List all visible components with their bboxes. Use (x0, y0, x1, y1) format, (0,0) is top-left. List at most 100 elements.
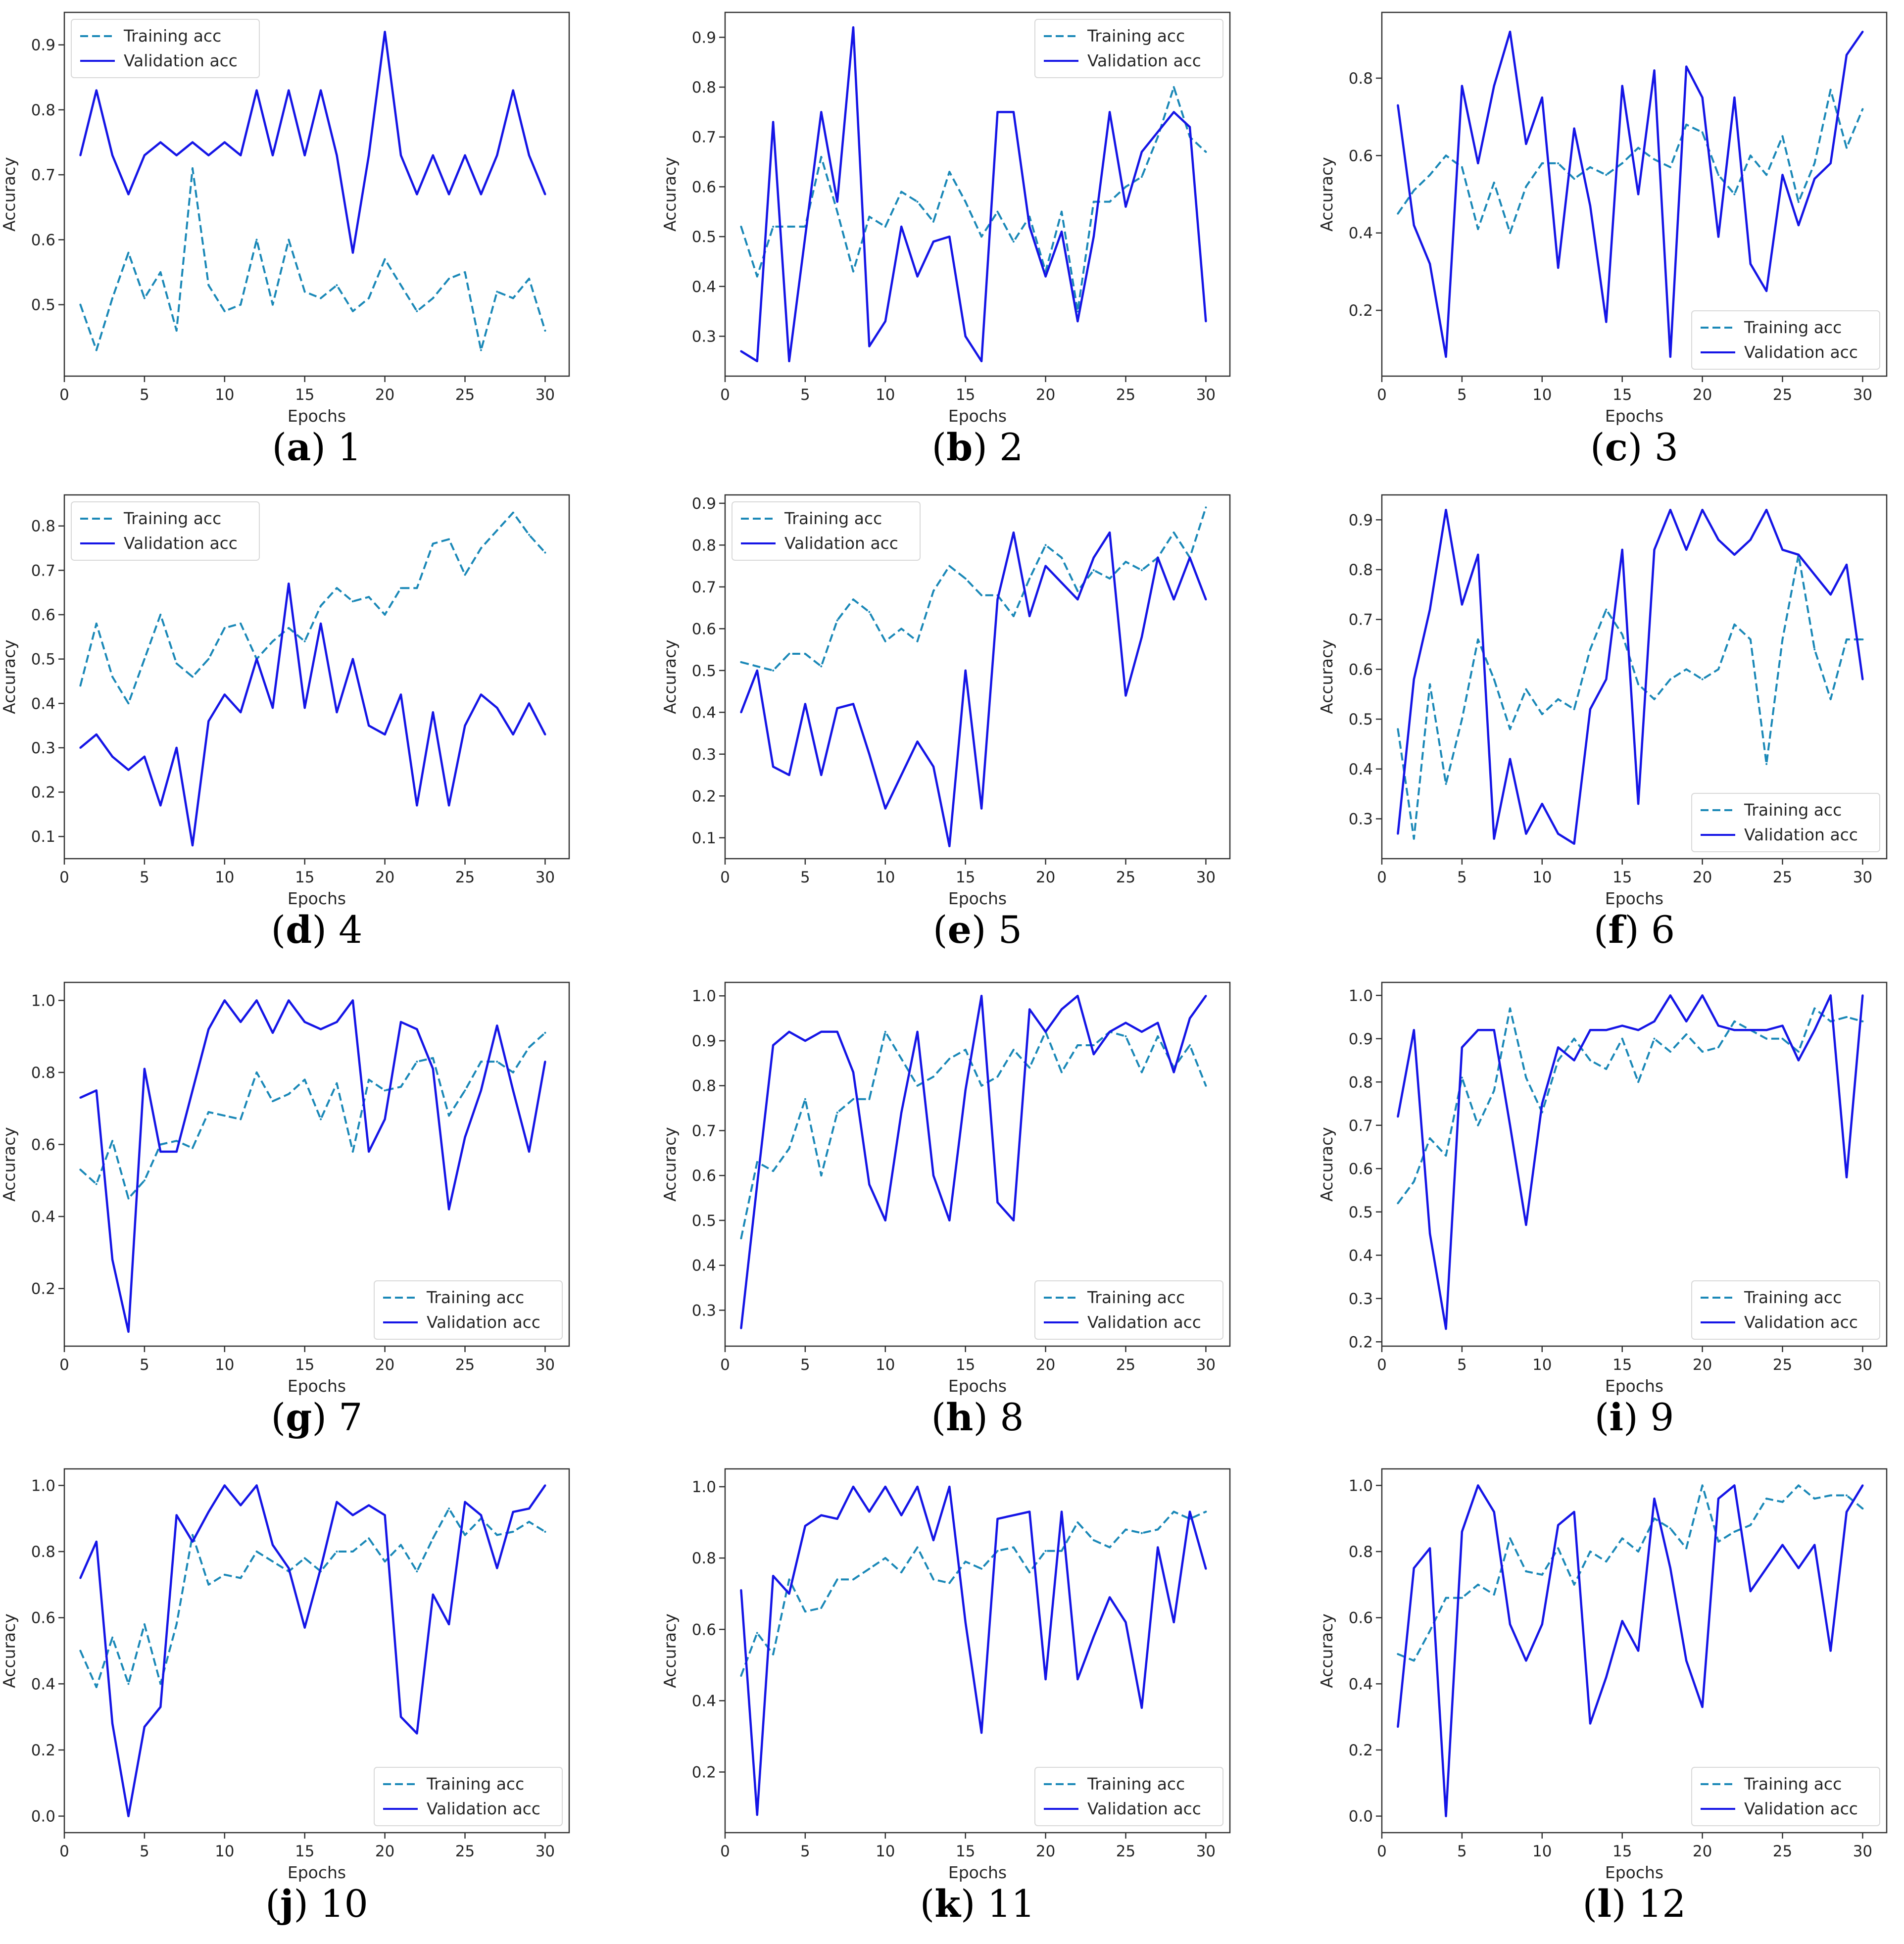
validation-acc-point (740, 711, 742, 714)
validation-acc-point (255, 1484, 258, 1487)
validation-acc-line (1397, 508, 1864, 845)
x-axis-title: Epochs (948, 889, 1007, 908)
validation-acc-point (820, 111, 823, 113)
validation-acc-point (223, 999, 226, 1002)
validation-acc-point (1493, 837, 1495, 840)
x-tick-label: 0 (1377, 869, 1387, 886)
y-tick-label: 0.6 (31, 1609, 55, 1627)
training-acc-point (852, 270, 855, 273)
legend-box (732, 501, 921, 561)
validation-acc-point (1092, 1635, 1095, 1638)
y-tick-label: 0.6 (1349, 1609, 1373, 1627)
training-acc-point (900, 1571, 903, 1573)
y-tick-label: 0.6 (692, 1621, 716, 1639)
legend-label-training: Training acc (1744, 318, 1842, 337)
validation-acc-point (111, 755, 114, 758)
validation-acc-point (916, 1486, 919, 1488)
legend-label-validation: Validation acc (1744, 342, 1858, 362)
x-tick-label: 10 (215, 1843, 234, 1860)
validation-acc-point (756, 1813, 758, 1816)
training-acc-point (1621, 162, 1623, 164)
training-acc-point (351, 600, 354, 603)
validation-acc-point (1557, 1046, 1560, 1049)
y-tick-label: 0.8 (692, 79, 716, 97)
y-tick-label: 0.2 (31, 1280, 55, 1298)
caption-open-paren: ( (271, 1395, 286, 1439)
x-tick-label: 10 (215, 1356, 234, 1374)
x-tick-label: 0 (1377, 1843, 1387, 1860)
validation-acc-point (192, 844, 194, 847)
x-tick-label: 10 (1532, 1356, 1552, 1374)
validation-acc-point (1397, 104, 1399, 106)
training-acc-point (820, 1174, 823, 1177)
y-tick-label: 0.6 (31, 231, 55, 249)
chart-panel-j: 0.0 0.2 0.4 0.6 0.8 1.0 0 5 10 15 20 25 30 Epochs Accu… (0, 1468, 570, 1926)
training-acc-point (1557, 1547, 1560, 1550)
validation-acc-point (1829, 593, 1832, 596)
caption-open-paren: ( (1595, 1395, 1610, 1439)
caption-letter: e (948, 908, 972, 952)
legend: Training acc Validation acc (732, 501, 921, 561)
training-acc-point (804, 1098, 806, 1100)
panel-caption: (g) 7 (271, 1395, 363, 1439)
training-acc-point (464, 1089, 466, 1092)
validation-acc-point (900, 1514, 903, 1516)
validation-acc-point (400, 154, 402, 156)
training-acc-point (1445, 782, 1447, 785)
validation-acc-point (271, 1544, 274, 1546)
training-acc-point (448, 538, 450, 540)
validation-acc-point (143, 755, 146, 758)
training-acc-line (79, 167, 546, 351)
training-acc-point (964, 200, 967, 203)
training-acc-point (1124, 1035, 1127, 1037)
validation-acc-point (351, 999, 354, 1002)
validation-acc-point (1653, 1498, 1656, 1500)
training-acc-point (1605, 1068, 1608, 1070)
y-axis-title: Accuracy (1317, 157, 1336, 232)
validation-acc-point (884, 807, 886, 810)
validation-acc-point (223, 1484, 226, 1487)
validation-acc-point (143, 1726, 146, 1728)
validation-acc-point (127, 193, 130, 195)
training-acc-point (1589, 1551, 1591, 1553)
training-acc-point (1669, 678, 1671, 680)
x-tick-label: 15 (1612, 1356, 1632, 1374)
caption-open-paren: ( (933, 908, 948, 952)
training-acc-point (1076, 310, 1079, 313)
caption-close-paren: ) (972, 908, 998, 952)
legend-label-training: Training acc (123, 26, 221, 46)
x-tick-label: 5 (1457, 869, 1467, 886)
training-acc-point (175, 330, 178, 332)
training-acc-point (1525, 688, 1527, 690)
validation-acc-point (1429, 608, 1431, 611)
training-acc-point (1733, 193, 1736, 195)
training-acc-point (79, 684, 82, 687)
training-acc-point (1846, 146, 1848, 149)
training-acc-point (1685, 668, 1688, 671)
validation-acc-point (159, 804, 162, 807)
validation-acc-point (240, 1021, 242, 1023)
training-acc-point (1685, 1547, 1688, 1550)
training-acc-point (528, 278, 531, 280)
y-tick-label: 0.5 (31, 296, 55, 314)
caption-letter: i (1609, 1395, 1623, 1439)
y-tick-label: 0.2 (1349, 1742, 1373, 1759)
validation-acc-point (1781, 548, 1784, 551)
y-tick-label: 0.8 (1349, 70, 1373, 88)
validation-acc-point (1653, 548, 1656, 551)
training-acc-point (1621, 633, 1623, 635)
x-tick-label: 5 (1457, 386, 1467, 404)
validation-acc-point (192, 141, 194, 144)
training-acc-point (111, 1140, 114, 1142)
validation-acc-point (496, 1567, 498, 1569)
training-acc-point (1140, 176, 1143, 178)
validation-acc-point (1028, 1008, 1031, 1011)
training-acc-point (820, 1607, 823, 1609)
x-tick-label: 25 (1773, 869, 1792, 886)
x-tick-label: 15 (1612, 386, 1632, 404)
y-tick-label: 0.2 (692, 787, 716, 805)
training-acc-point (1012, 1049, 1015, 1051)
y-tick-label: 0.4 (692, 1257, 716, 1275)
x-tick-label: 5 (140, 869, 149, 886)
validation-acc-point (464, 725, 466, 727)
